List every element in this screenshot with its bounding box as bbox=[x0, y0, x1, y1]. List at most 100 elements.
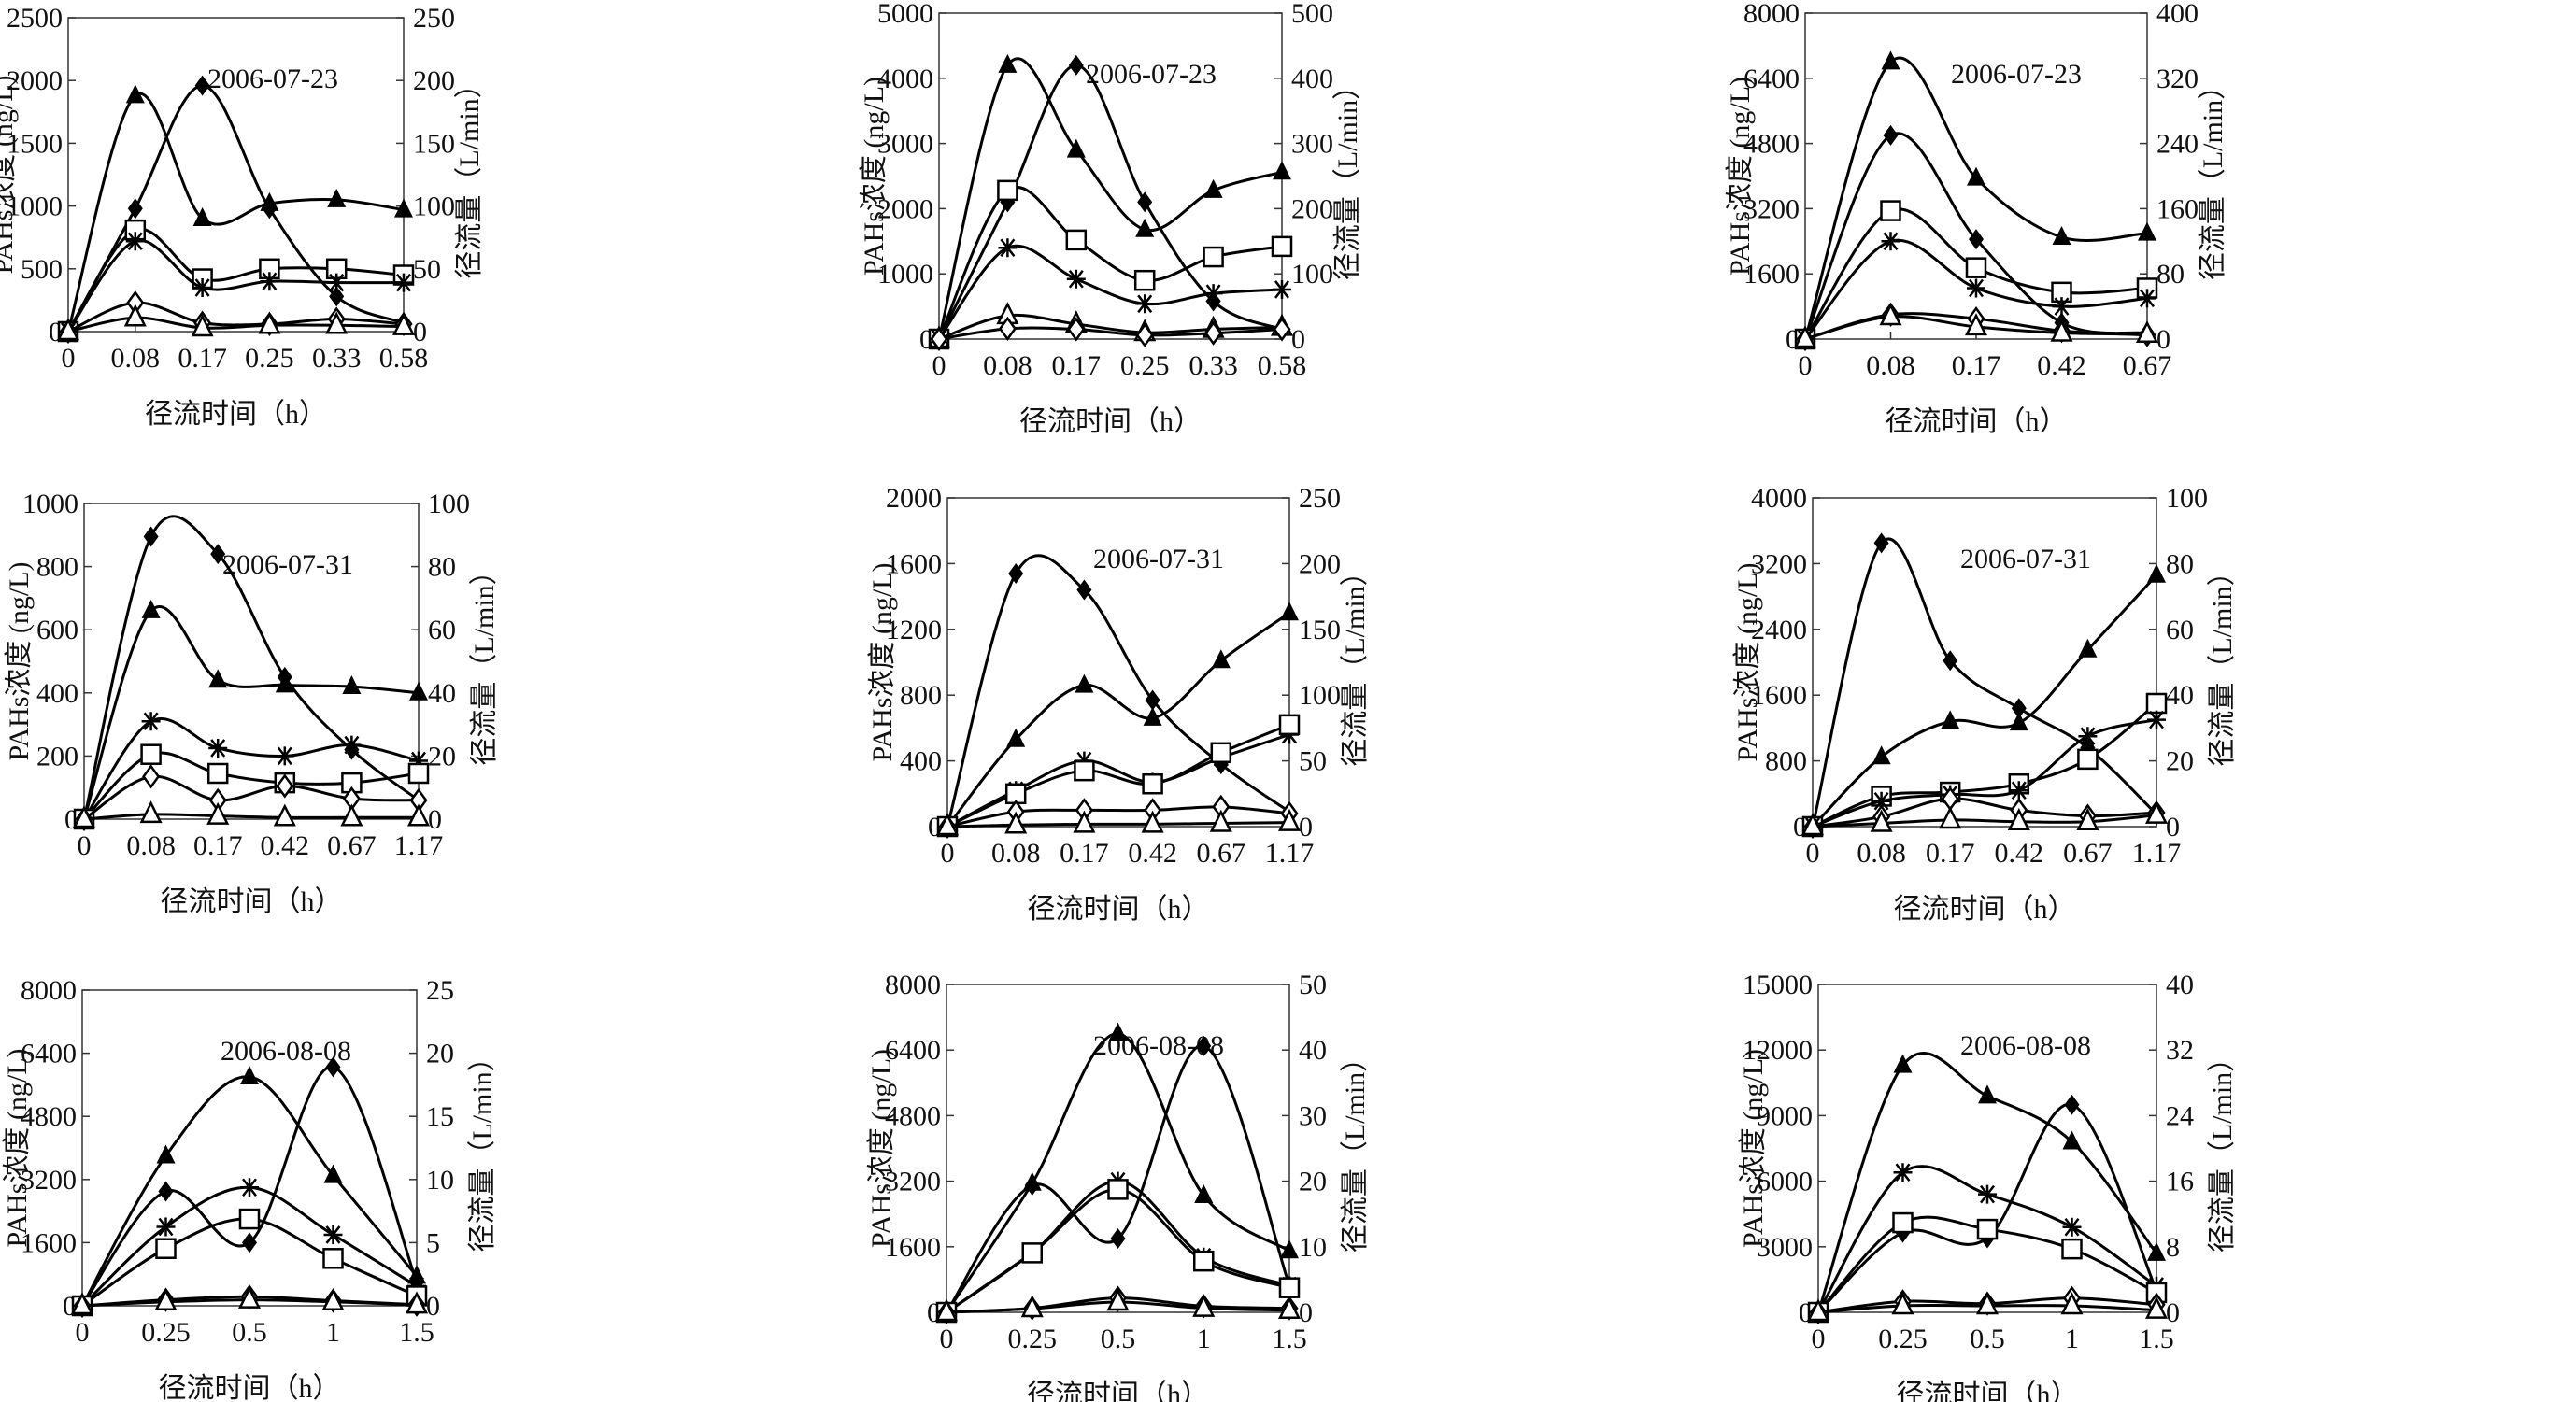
asterisk-marker bbox=[141, 712, 161, 731]
open-triangle-marker bbox=[258, 311, 281, 334]
filled-diamond-marker bbox=[158, 1181, 174, 1202]
filled-diamond-marker bbox=[1068, 54, 1084, 76]
x-tick-label: 0 bbox=[62, 343, 76, 374]
y2-tick-label: 0 bbox=[413, 317, 427, 347]
open-triangle-marker bbox=[2050, 319, 2073, 342]
data-series bbox=[928, 179, 1293, 350]
open-triangle-marker bbox=[406, 803, 431, 827]
y-tick-label: 4000 bbox=[877, 64, 933, 94]
series-line bbox=[66, 84, 405, 333]
asterisk-marker bbox=[998, 238, 1018, 258]
y2-tick-label: 0 bbox=[1291, 324, 1305, 355]
y2-tick-label: 30 bbox=[1299, 1100, 1327, 1131]
x-tick-label: 0 bbox=[1799, 350, 1813, 381]
y-tick-label: 1600 bbox=[886, 548, 942, 579]
y2-tick-label: 40 bbox=[2166, 680, 2194, 711]
open-triangle-marker bbox=[70, 1292, 94, 1315]
open-square-marker bbox=[1278, 714, 1301, 736]
x-tick-label: 0 bbox=[941, 838, 955, 869]
open-triangle-marker bbox=[191, 314, 214, 337]
y-axis-label: PAHs浓度 (ng/L) bbox=[4, 561, 35, 760]
open-triangle-marker bbox=[1106, 1288, 1130, 1311]
y2-tick-label: 160 bbox=[2156, 193, 2199, 224]
open-square-marker bbox=[1074, 759, 1095, 782]
open-triangle-marker bbox=[1891, 1292, 1914, 1315]
x-tick-label: 0.25 bbox=[1878, 1324, 1928, 1354]
filled-diamond-marker bbox=[1008, 562, 1024, 584]
y2-tick-label: 200 bbox=[1299, 548, 1341, 579]
y-axis-label: PAHs浓度 (ng/L) bbox=[867, 562, 898, 761]
open-triangle-marker bbox=[1975, 1292, 2000, 1315]
x-tick-label: 0.5 bbox=[232, 1317, 267, 1348]
filled-triangle-marker bbox=[409, 681, 428, 701]
open-square-marker bbox=[1892, 1211, 1914, 1234]
data-series bbox=[1800, 800, 2169, 836]
open-triangle-marker bbox=[1073, 810, 1096, 833]
series-line bbox=[1811, 537, 2158, 828]
y-tick-label: 6400 bbox=[1743, 64, 1800, 94]
y2-tick-label: 20 bbox=[428, 741, 456, 772]
y2-tick-label: 0 bbox=[426, 1291, 440, 1322]
asterisk-marker bbox=[2138, 289, 2156, 308]
asterisk-marker bbox=[2147, 710, 2166, 729]
data-series bbox=[930, 53, 1291, 347]
open-square-marker bbox=[1107, 1179, 1129, 1200]
asterisk-marker bbox=[2052, 297, 2071, 317]
series-line bbox=[1816, 1103, 2158, 1314]
data-series bbox=[1811, 1094, 2164, 1323]
x-tick-label: 0.42 bbox=[261, 830, 310, 861]
data-series bbox=[927, 302, 1294, 348]
series-line bbox=[66, 227, 405, 333]
x-tick-label: 0.08 bbox=[991, 838, 1041, 869]
date-annotation: 2006-07-31 bbox=[222, 549, 353, 580]
series-line bbox=[946, 733, 1290, 828]
y2-tick-label: 400 bbox=[2156, 0, 2199, 29]
x-tick-label: 0 bbox=[78, 830, 92, 861]
asterisk-marker bbox=[1893, 1163, 1913, 1182]
open-triangle-marker bbox=[2144, 800, 2169, 824]
y2-tick-label: 100 bbox=[2166, 483, 2208, 514]
x-tick-label: 0.5 bbox=[1101, 1324, 1136, 1354]
series-line bbox=[83, 813, 419, 821]
filled-diamond-marker bbox=[2064, 1094, 2080, 1115]
filled-triangle-marker bbox=[1194, 1183, 1214, 1203]
y2-axis-label: 径流量（L/min） bbox=[467, 1043, 498, 1252]
filled-diamond-marker bbox=[2011, 698, 2027, 719]
x-axis-label: 径流时间（h） bbox=[1019, 406, 1202, 437]
data-series bbox=[1793, 303, 2159, 348]
asterisk-marker bbox=[342, 735, 362, 755]
y2-tick-label: 300 bbox=[1291, 129, 1333, 160]
data-series bbox=[1803, 710, 2166, 836]
x-tick-label: 0.67 bbox=[327, 830, 377, 861]
y-tick-label: 6400 bbox=[885, 1035, 941, 1066]
y2-axis-label: 径流量（L/min） bbox=[2198, 72, 2228, 280]
y2-tick-label: 320 bbox=[2156, 64, 2199, 94]
data-series bbox=[934, 1288, 1302, 1322]
open-triangle-marker bbox=[1870, 809, 1893, 832]
filled-triangle-marker bbox=[1108, 1022, 1128, 1041]
y2-tick-label: 240 bbox=[2156, 129, 2199, 160]
y2-tick-label: 80 bbox=[428, 552, 456, 583]
data-series bbox=[59, 290, 413, 345]
x-tick-label: 0.08 bbox=[126, 830, 176, 861]
filled-diamond-marker bbox=[1145, 689, 1160, 711]
y2-tick-label: 80 bbox=[2156, 259, 2185, 290]
y-tick-label: 1000 bbox=[22, 489, 78, 519]
filled-triangle-marker bbox=[156, 1144, 176, 1164]
filled-triangle-marker bbox=[1075, 673, 1094, 693]
y-axis-label: PAHs浓度 (ng/L) bbox=[1732, 562, 1763, 761]
open-square-marker bbox=[1142, 772, 1163, 795]
series-line bbox=[1816, 1052, 2158, 1313]
x-tick-label: 0 bbox=[76, 1317, 90, 1348]
open-square-marker bbox=[1065, 229, 1088, 251]
open-triangle-marker bbox=[1879, 303, 1902, 326]
y-tick-label: 9000 bbox=[1757, 1100, 1813, 1131]
filled-triangle-marker bbox=[1280, 1239, 1299, 1259]
open-square-marker bbox=[2145, 692, 2168, 715]
asterisk-marker bbox=[1273, 279, 1291, 299]
x-tick-label: 0.5 bbox=[1970, 1324, 2005, 1354]
y-tick-label: 4800 bbox=[21, 1101, 77, 1132]
x-tick-label: 0.33 bbox=[312, 343, 362, 374]
series-line bbox=[938, 313, 1283, 341]
